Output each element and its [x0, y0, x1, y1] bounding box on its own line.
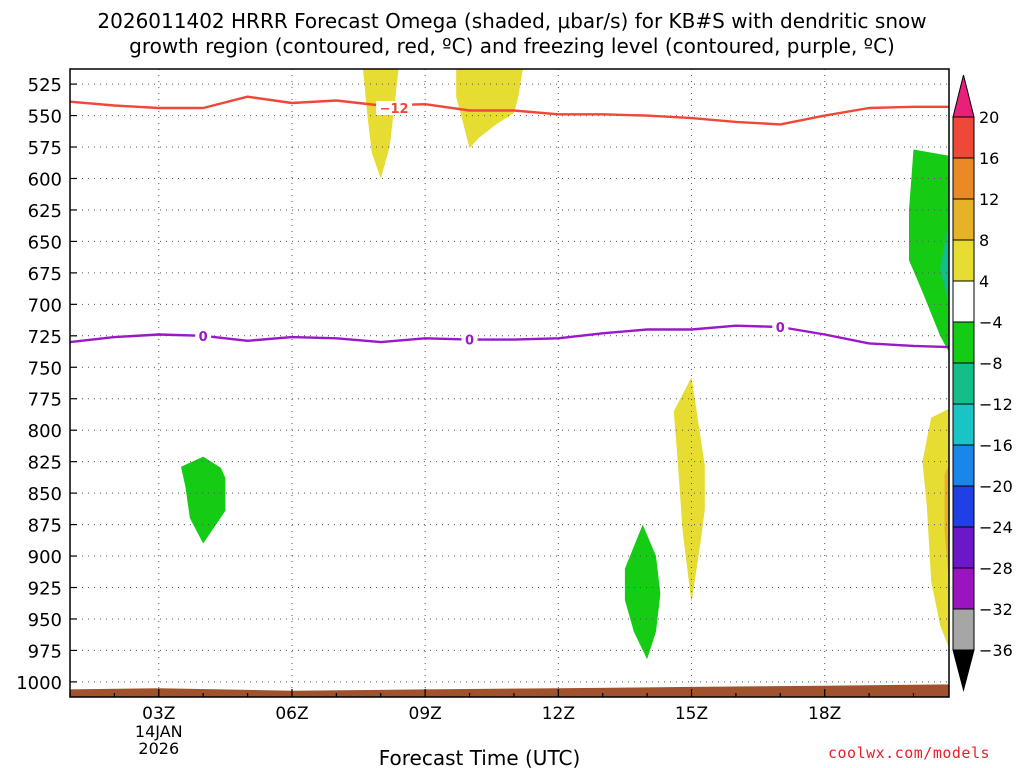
x-tick-label-03Z: 03Z	[142, 704, 175, 724]
y-tick-label-1000: 1000	[16, 673, 62, 694]
y-tick-label-875: 875	[28, 516, 62, 537]
colorbar-label-6: −8	[979, 354, 1003, 373]
freezing-level-0-label-1: 0	[465, 334, 474, 349]
x-tick-label-09Z: 09Z	[409, 704, 442, 724]
omega-plus8-2000z	[944, 465, 949, 582]
colorbar-segment-8	[952, 444, 975, 487]
y-tick-label-975: 975	[28, 641, 62, 662]
colorbar-segment-5	[952, 321, 975, 364]
date-label-year: 2026	[138, 739, 179, 758]
colorbar-label-11: −28	[979, 559, 1013, 578]
y-tick-label-725: 725	[28, 327, 62, 348]
colorbar-label-10: −24	[979, 518, 1013, 537]
y-tick-label-925: 925	[28, 579, 62, 600]
freezing-level-0-label-bg-1	[461, 332, 478, 347]
chart-title-line-2: growth region (contoured, red, ºC) and f…	[129, 34, 895, 58]
colorbar-segment-2	[952, 198, 975, 241]
colorbar-label-7: −12	[979, 395, 1013, 414]
freezing-level-0-label-2: 0	[776, 321, 785, 336]
chart-title-line-1: 2026011402 HRRR Forecast Omega (shaded, …	[97, 9, 927, 33]
colorbar-segment-11	[952, 567, 975, 610]
x-axis-title: Forecast Time (UTC)	[379, 746, 581, 768]
colorbar-top-arrow	[952, 74, 975, 118]
dendritic-growth-minus12-line	[70, 95, 949, 126]
colorbar: 20 16 12 8 4 −4 −8 −12 −16 −20 −24 −28 −32 −36	[952, 74, 1013, 692]
colorbar-label-5: −4	[979, 313, 1003, 332]
freezing-level-0-line	[70, 324, 949, 349]
y-tick-label-900: 900	[28, 547, 62, 568]
colorbar-segment-10	[952, 526, 975, 569]
y-tick-label-600: 600	[28, 169, 62, 190]
axes: 525 550 575 600 625 650 675 700 725 750 775 800 825 8…	[16, 68, 950, 768]
date-label-day: 14JAN	[135, 722, 183, 741]
colorbar-segment-7	[952, 403, 975, 446]
y-tick-label-775: 775	[28, 390, 62, 411]
omega-minus4-2000z	[909, 149, 949, 353]
y-tick-label-550: 550	[28, 107, 62, 128]
colorbar-bottom-arrow	[952, 649, 975, 692]
y-tick-label-750: 750	[28, 358, 62, 379]
source-credit: coolwx.com/models	[828, 744, 991, 762]
colorbar-label-1: 16	[979, 149, 999, 168]
freezing-level-0-label-bg-0	[195, 328, 212, 343]
colorbar-segment-1	[952, 157, 975, 200]
colorbar-segment-9	[952, 485, 975, 528]
y-tick-label-675: 675	[28, 264, 62, 285]
colorbar-label-4: 4	[979, 272, 989, 291]
dendritic-growth-minus12-label-0: −12	[380, 102, 409, 117]
colorbar-segment-6	[952, 362, 975, 405]
x-tick-label-18Z: 18Z	[808, 704, 841, 724]
colorbar-segment-3	[952, 239, 975, 282]
omega-minus4-1400z	[624, 524, 661, 660]
omega-plus4-1500z	[673, 377, 705, 603]
dendritic-growth-minus12-label-bg-0	[376, 101, 413, 116]
colorbar-label-3: 8	[979, 231, 989, 250]
colorbar-label-2: 12	[979, 190, 999, 209]
y-tick-label-825: 825	[28, 453, 62, 474]
omega-plus4-2000z	[922, 408, 949, 648]
x-tick-label-15Z: 15Z	[675, 704, 708, 724]
y-tick-label-700: 700	[28, 295, 62, 316]
colorbar-label-0: 20	[979, 108, 999, 127]
colorbar-label-9: −20	[979, 477, 1013, 496]
omega-plus4-0800z	[363, 69, 399, 179]
y-tick-label-950: 950	[28, 610, 62, 631]
colorbar-label-8: −16	[979, 436, 1013, 455]
colorbar-segment-0	[952, 116, 975, 159]
colorbar-segment-12	[952, 608, 975, 651]
colorbar-label-12: −32	[979, 600, 1013, 619]
x-tick-label-12Z: 12Z	[542, 704, 575, 724]
freezing-level-0-label-bg-2	[772, 319, 789, 334]
terrain	[70, 684, 949, 697]
y-tick-label-650: 650	[28, 232, 62, 253]
colorbar-segment-4	[952, 280, 975, 323]
x-tick-label-06Z: 06Z	[275, 704, 308, 724]
plot-area: −12 0 0 0	[70, 69, 949, 697]
plot-frame	[69, 68, 950, 698]
y-tick-label-625: 625	[28, 201, 62, 222]
freezing-level-0-label-0: 0	[199, 330, 208, 345]
y-tick-label-800: 800	[28, 421, 62, 442]
omega-plus4-1000z	[456, 69, 523, 149]
y-tick-label-850: 850	[28, 484, 62, 505]
colorbar-label-13: −36	[979, 641, 1013, 660]
y-tick-label-525: 525	[28, 75, 62, 96]
y-tick-label-575: 575	[28, 138, 62, 159]
omega-minus4-0400z	[181, 456, 226, 544]
